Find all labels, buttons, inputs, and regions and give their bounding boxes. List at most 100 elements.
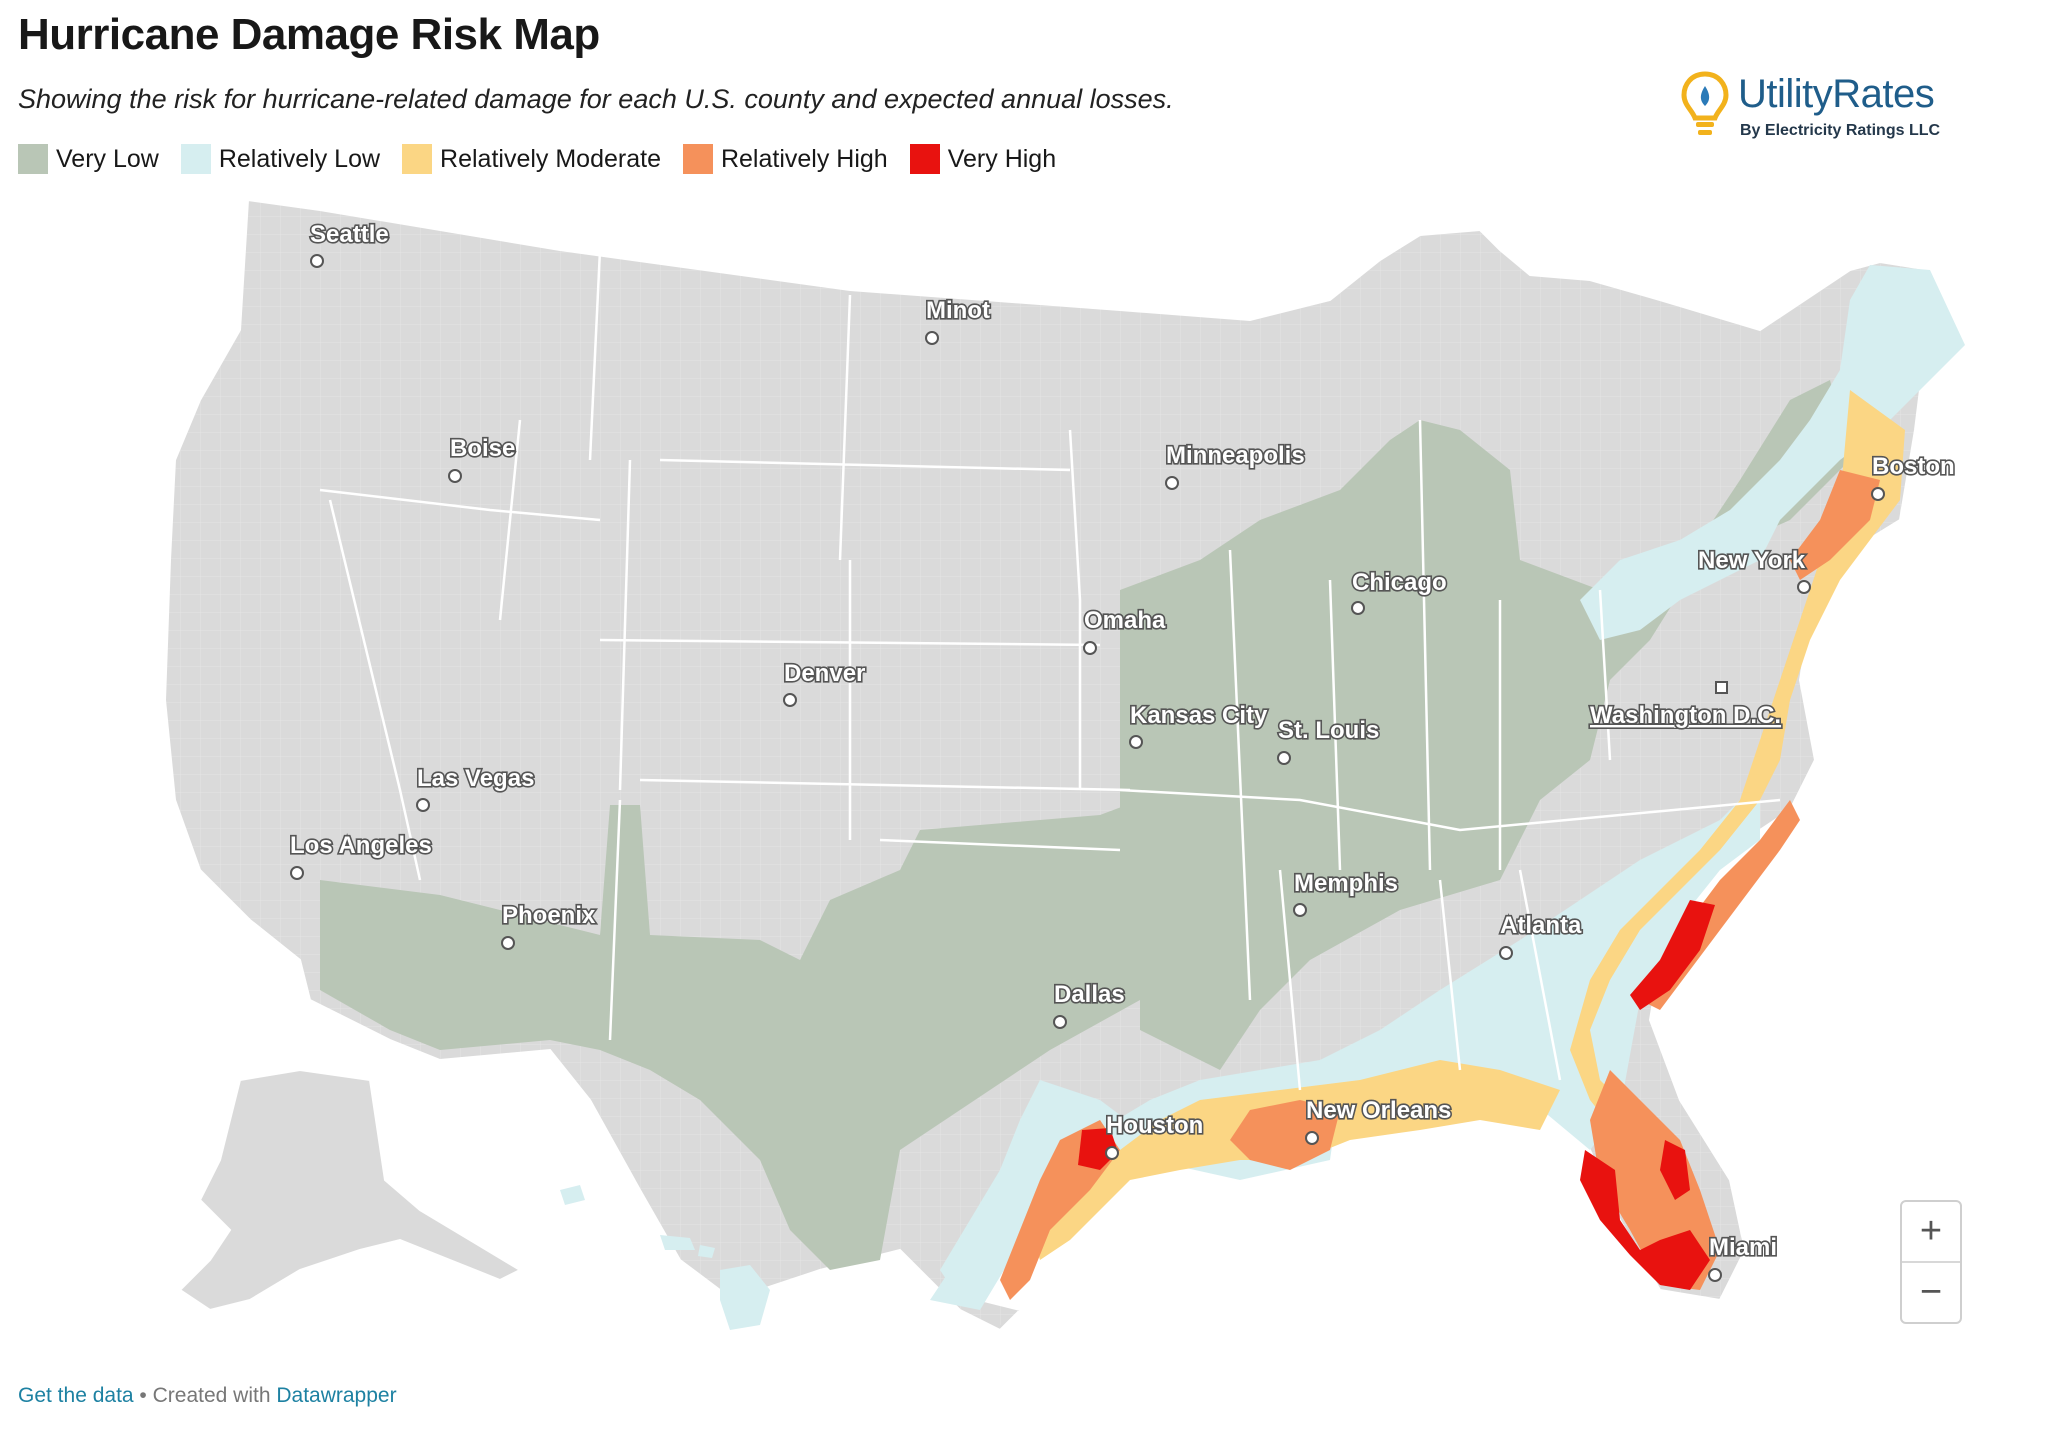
legend-item-very-low: Very Low [18, 144, 159, 174]
northeast-relatively-low-region [1580, 265, 1965, 640]
city-marker [1293, 903, 1307, 917]
footer-separator: • Created with [133, 1384, 277, 1407]
us-county-risk-map[interactable]: Seattle Minot Boise Minneapolis Boston N… [0, 195, 2066, 1365]
city-chicago[interactable]: Chicago [1350, 567, 1448, 615]
florida-very-high-region [1580, 1150, 1710, 1290]
city-minneapolis[interactable]: Minneapolis [1164, 440, 1306, 490]
city-marker [290, 866, 304, 880]
northeast-high-region [1790, 470, 1880, 580]
city-label: Houston [1106, 1112, 1203, 1139]
city-label: St. Louis [1278, 717, 1379, 744]
city-label: New Orleans [1306, 1097, 1451, 1124]
city-label: Miami [1709, 1234, 1777, 1261]
city-label: Atlanta [1500, 912, 1582, 939]
city-label: Los Angeles [290, 832, 432, 859]
city-denver[interactable]: Denver [782, 658, 867, 707]
city-marker [1277, 751, 1291, 765]
city-marker [1797, 580, 1811, 594]
southeast-relatively-low-region [930, 780, 1760, 1310]
city-miami[interactable]: Miami [1707, 1232, 1779, 1282]
city-minot[interactable]: Minot [924, 295, 992, 345]
city-st-louis[interactable]: St. Louis [1276, 715, 1381, 765]
city-dallas[interactable]: Dallas [1052, 979, 1126, 1029]
city-boise[interactable]: Boise [448, 433, 517, 483]
city-las-vegas[interactable]: Las Vegas [415, 763, 536, 812]
city-label: Boise [450, 435, 515, 462]
legend-label: Relatively Low [218, 144, 381, 173]
map-title: Hurricane Damage Risk Map [18, 10, 600, 59]
city-label: Omaha [1084, 607, 1166, 634]
city-marker [1871, 487, 1885, 501]
east-florida-very-high-region [1660, 1140, 1690, 1200]
legend-item-very-high: Very High [909, 144, 1057, 174]
city-marker [501, 936, 515, 950]
legend-label: Relatively High [720, 144, 888, 173]
city-washington-dc[interactable]: Washington D.C. [1588, 681, 1783, 731]
datawrapper-link[interactable]: Datawrapper [276, 1384, 397, 1407]
city-label: Washington D.C. [1590, 702, 1781, 729]
footer: Get the data • Created with Datawrapper [18, 1384, 397, 1408]
legend-label: Relatively Moderate [440, 144, 661, 173]
city-label: Phoenix [502, 902, 596, 929]
city-marker [1708, 1268, 1722, 1282]
capital-marker [1715, 681, 1728, 694]
city-marker [1129, 735, 1143, 749]
city-marker [310, 254, 324, 268]
alaska-region [178, 1068, 523, 1312]
legend-swatch [682, 144, 713, 174]
zoom-control: + − [1900, 1200, 1962, 1324]
city-marker [783, 693, 797, 707]
southwest-very-low-region [320, 800, 1150, 1270]
city-label: Dallas [1054, 981, 1125, 1008]
utilityrates-logo: UtilityRates By Electricity Ratings LLC [1680, 70, 1970, 150]
city-marker [1083, 641, 1097, 655]
city-label: Las Vegas [417, 765, 534, 792]
city-memphis[interactable]: Memphis [1292, 868, 1400, 917]
legend-item-relatively-low: Relatively Low [180, 144, 381, 174]
city-label: Chicago [1352, 569, 1447, 596]
city-marker [1053, 1015, 1067, 1029]
city-marker [416, 798, 430, 812]
city-atlanta[interactable]: Atlanta [1498, 910, 1584, 960]
city-marker [1351, 601, 1365, 615]
city-label: Seattle [310, 221, 389, 248]
carolina-very-high-region [1630, 900, 1715, 1010]
state-borders [319, 249, 1781, 1091]
city-kansas-city[interactable]: Kansas City [1128, 700, 1270, 749]
legend-swatch [18, 144, 48, 174]
logo-wordmark: UtilityRates [1738, 72, 1935, 116]
legend-swatch [909, 144, 940, 174]
city-phoenix[interactable]: Phoenix [500, 900, 598, 950]
city-label: Kansas City [1130, 702, 1268, 729]
city-marker [1105, 1146, 1119, 1160]
map-subtitle: Showing the risk for hurricane-related d… [18, 84, 1174, 114]
city-los-angeles[interactable]: Los Angeles [288, 830, 433, 880]
hawaii-region [720, 1265, 770, 1330]
city-label: New York [1698, 547, 1806, 574]
city-seattle[interactable]: Seattle [308, 219, 390, 268]
city-marker [925, 331, 939, 345]
city-marker [448, 469, 462, 483]
houston-very-high-region [1078, 1128, 1118, 1170]
legend: Very Low Relatively Low Relatively Moder… [18, 144, 1078, 174]
city-omaha[interactable]: Omaha [1082, 605, 1168, 655]
legend-label: Very Low [56, 144, 159, 173]
legend-item-relatively-moderate: Relatively Moderate [402, 144, 661, 174]
city-label: Memphis [1294, 870, 1398, 897]
city-houston[interactable]: Houston [1104, 1110, 1205, 1160]
city-label: Denver [784, 660, 865, 687]
city-new-orleans[interactable]: New Orleans [1304, 1095, 1453, 1145]
louisiana-high-region [1230, 1100, 1340, 1170]
city-label: Boston [1872, 453, 1955, 480]
city-new-york[interactable]: New York [1696, 545, 1811, 594]
city-marker [1305, 1131, 1319, 1145]
legend-label: Very High [947, 144, 1057, 173]
legend-swatch [180, 144, 211, 174]
get-the-data-link[interactable]: Get the data [18, 1384, 134, 1407]
city-boston[interactable]: Boston [1870, 451, 1956, 501]
hawaii-small-islands [560, 1185, 715, 1258]
city-marker [1499, 946, 1513, 960]
zoom-out-button[interactable]: − [1902, 1261, 1960, 1322]
zoom-in-button[interactable]: + [1919, 1210, 1943, 1252]
lightbulb-icon [1681, 71, 1729, 135]
